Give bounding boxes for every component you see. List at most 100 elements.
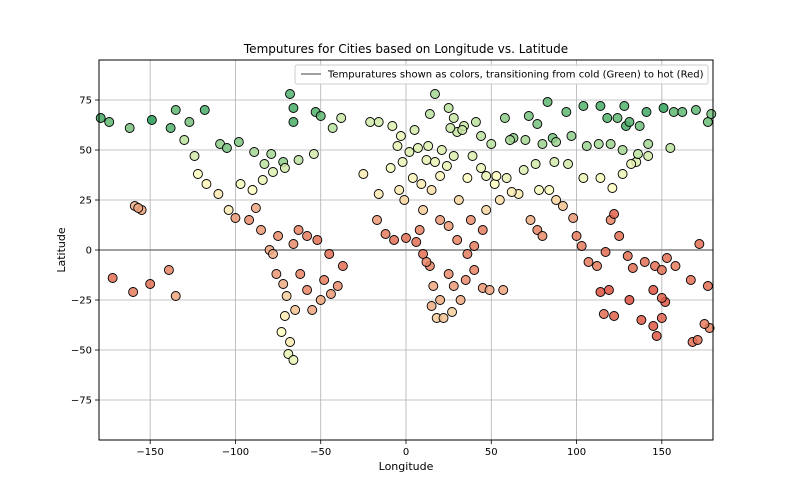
city-point: [469, 265, 480, 275]
legend-label: Tempuratures shown as colors, transition…: [327, 70, 704, 81]
city-point: [600, 247, 611, 257]
x-tick-label: 50: [485, 447, 498, 458]
city-point: [233, 137, 244, 147]
y-tick-label: −50: [71, 346, 92, 357]
city-point: [505, 135, 515, 145]
city-point: [324, 249, 335, 259]
city-point: [163, 265, 174, 275]
city-point: [489, 179, 500, 189]
city-point: [626, 159, 637, 169]
city-point: [641, 107, 652, 117]
city-point: [598, 309, 609, 319]
city-point: [399, 195, 410, 205]
city-point: [465, 215, 476, 225]
city-point: [477, 225, 488, 235]
city-point: [179, 135, 190, 145]
city-point: [268, 167, 278, 177]
city-point: [551, 195, 562, 205]
city-point: [453, 195, 464, 205]
city-point: [244, 215, 255, 225]
city-point: [624, 295, 635, 305]
city-point: [469, 241, 480, 251]
city-point: [221, 143, 232, 153]
y-tick-label: −75: [71, 396, 92, 407]
city-point: [595, 101, 606, 111]
city-point: [293, 225, 304, 235]
city-point: [494, 195, 505, 205]
city-point: [455, 295, 466, 305]
city-point: [230, 213, 241, 223]
city-point: [184, 117, 195, 127]
city-point: [315, 111, 326, 121]
city-point: [430, 89, 440, 99]
city-point: [332, 281, 343, 291]
city-point: [170, 291, 181, 301]
city-point: [257, 175, 268, 185]
city-point: [380, 229, 391, 239]
city-point: [312, 235, 323, 245]
city-point: [327, 123, 338, 133]
city-point: [404, 147, 415, 157]
chart-title: Temputures for Cities based on Longitude…: [243, 42, 568, 56]
city-point: [491, 171, 502, 181]
city-point: [259, 159, 270, 169]
city-point: [372, 215, 382, 225]
city-point: [694, 239, 705, 249]
city-point: [690, 105, 701, 115]
city-point: [448, 281, 459, 291]
city-point: [235, 179, 246, 189]
city-point: [501, 173, 512, 183]
city-point: [706, 109, 717, 119]
legend-box: [294, 64, 709, 85]
city-point: [213, 189, 224, 199]
city-point: [568, 213, 579, 223]
city-point: [443, 269, 454, 279]
city-point: [288, 239, 299, 249]
city-point: [484, 285, 495, 295]
city-point: [617, 169, 628, 179]
city-point: [470, 117, 481, 127]
city-point: [192, 169, 203, 179]
city-point: [668, 107, 679, 117]
city-point: [639, 257, 650, 267]
city-point: [665, 143, 676, 153]
x-axis-label: Longitude: [379, 460, 434, 473]
city-point: [385, 163, 396, 173]
x-tick-label: 150: [652, 447, 671, 458]
city-point: [249, 147, 260, 157]
city-point: [426, 301, 437, 311]
city-point: [609, 311, 620, 321]
city-point: [537, 139, 548, 149]
city-point: [337, 261, 348, 271]
city-point: [566, 131, 577, 141]
city-point: [518, 165, 529, 175]
city-point: [170, 105, 181, 115]
city-point: [460, 275, 471, 285]
city-point: [702, 281, 713, 291]
city-point: [278, 279, 289, 289]
city-point: [624, 117, 635, 127]
city-point: [247, 185, 258, 195]
city-point: [395, 131, 406, 141]
city-point: [276, 327, 287, 337]
y-tick-label: −25: [71, 296, 92, 307]
city-point: [549, 157, 560, 167]
city-point: [266, 149, 277, 159]
city-point: [307, 305, 318, 315]
city-point: [609, 209, 620, 219]
city-point: [677, 107, 688, 117]
city-point: [290, 305, 301, 315]
city-point: [424, 109, 435, 119]
city-point: [448, 113, 459, 123]
city-point: [421, 155, 432, 165]
city-point: [542, 97, 553, 107]
city-point: [643, 151, 654, 161]
city-point: [622, 251, 633, 261]
city-point: [534, 185, 544, 195]
city-point: [595, 173, 606, 183]
city-point: [302, 231, 313, 241]
city-point: [481, 171, 492, 181]
city-point: [561, 107, 572, 117]
city-point: [279, 163, 290, 173]
